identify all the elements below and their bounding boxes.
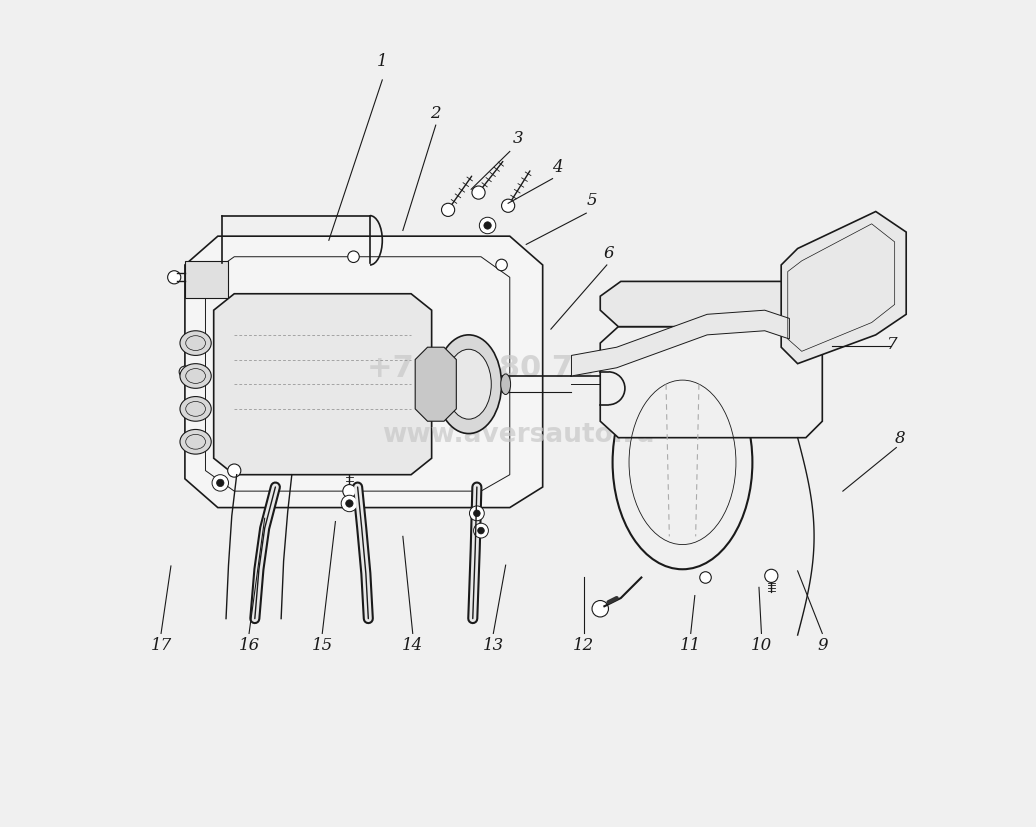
Circle shape [807, 308, 818, 319]
Text: 1: 1 [377, 54, 387, 70]
Ellipse shape [180, 430, 211, 455]
Circle shape [604, 399, 615, 411]
Circle shape [807, 370, 818, 382]
Text: 11: 11 [680, 637, 701, 653]
Text: 6: 6 [603, 245, 613, 262]
Circle shape [473, 523, 488, 538]
Polygon shape [184, 237, 543, 508]
Circle shape [484, 222, 491, 230]
Circle shape [604, 370, 615, 382]
Circle shape [179, 366, 191, 378]
Text: 14: 14 [402, 637, 424, 653]
Circle shape [472, 187, 485, 200]
Circle shape [807, 399, 818, 411]
Polygon shape [572, 311, 789, 376]
Ellipse shape [180, 397, 211, 422]
Text: www.aversauto.ru: www.aversauto.ru [381, 421, 655, 447]
Text: 4: 4 [552, 159, 563, 175]
Text: 13: 13 [483, 637, 503, 653]
Circle shape [348, 485, 359, 497]
Circle shape [469, 506, 484, 521]
Circle shape [217, 480, 224, 487]
Text: 3: 3 [513, 130, 523, 147]
Circle shape [496, 260, 508, 271]
Circle shape [168, 271, 181, 284]
Text: 8: 8 [895, 430, 905, 447]
Circle shape [501, 200, 515, 213]
Ellipse shape [436, 336, 501, 434]
Ellipse shape [612, 356, 752, 570]
Circle shape [228, 465, 240, 477]
Text: +7 912 80 78 320: +7 912 80 78 320 [368, 354, 668, 383]
Ellipse shape [500, 375, 511, 395]
Circle shape [341, 495, 357, 512]
Text: 7: 7 [887, 335, 897, 352]
Circle shape [348, 251, 359, 263]
Polygon shape [213, 294, 432, 475]
Text: 2: 2 [430, 105, 441, 122]
Text: 15: 15 [312, 637, 333, 653]
Circle shape [441, 204, 455, 218]
Polygon shape [600, 282, 821, 327]
Circle shape [478, 528, 484, 534]
Circle shape [473, 510, 481, 517]
Circle shape [799, 283, 810, 294]
Text: 10: 10 [751, 637, 772, 653]
Circle shape [807, 260, 818, 271]
Text: 16: 16 [238, 637, 260, 653]
Circle shape [592, 600, 608, 617]
Circle shape [480, 218, 496, 234]
Ellipse shape [447, 350, 491, 419]
Text: 5: 5 [586, 191, 598, 208]
Polygon shape [184, 261, 229, 299]
Circle shape [699, 572, 712, 584]
Circle shape [346, 500, 353, 508]
Text: 12: 12 [573, 637, 595, 653]
Polygon shape [415, 348, 456, 422]
Circle shape [627, 300, 639, 313]
Text: 17: 17 [150, 637, 172, 653]
Circle shape [212, 475, 229, 491]
Circle shape [343, 485, 356, 498]
Circle shape [765, 570, 778, 583]
Polygon shape [600, 327, 823, 438]
Polygon shape [781, 213, 906, 364]
Ellipse shape [180, 364, 211, 389]
Circle shape [779, 300, 792, 313]
Ellipse shape [180, 332, 211, 356]
Text: 9: 9 [817, 637, 828, 653]
